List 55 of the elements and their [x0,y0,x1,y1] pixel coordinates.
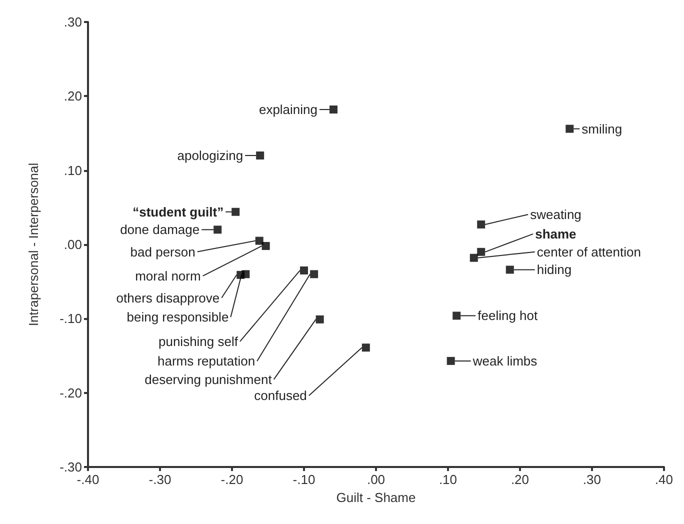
x-tick-label: .30 [582,472,602,487]
point [242,270,250,278]
point [316,315,324,324]
point [256,152,264,160]
point [300,266,308,274]
point [214,226,222,234]
annotation: weak limbs [472,353,538,368]
annotation: confused [254,388,307,404]
annotation: apologizing [177,148,244,163]
annotation: center of attention [536,244,641,260]
annotation: moral norm [135,268,201,284]
y-tick-label: .10 [64,162,82,178]
annotation: harms reputation [158,354,256,369]
x-tick-label: .20 [510,472,530,487]
x-tick-label: -.20 [220,472,244,487]
point [470,254,478,262]
x-tick-label: .40 [654,472,674,487]
point [330,106,338,114]
annotation: hiding [536,262,572,278]
point [446,356,455,365]
annotation: “student guilt” [132,204,224,220]
annotation: others disapprove [116,290,220,306]
annotation: sweating [530,206,582,222]
x-tick-label: -.40 [76,472,100,487]
y-axis-title: Intrapersonal - Interpersonal [26,162,41,326]
point [255,236,264,245]
y-tick-label: -.30 [60,460,82,474]
point [232,208,240,216]
annotation: feeling hot [478,308,538,324]
y-tick-label: .00 [64,237,82,252]
y-tick-label: -.10 [60,311,82,326]
annotation: shame [535,226,576,242]
annotation: smiling [582,121,622,136]
point [362,344,370,352]
point [452,312,461,320]
point [310,270,318,278]
annotation: punishing self [158,334,238,349]
x-tick-label: -.30 [148,472,172,487]
point [477,248,486,256]
point [477,220,486,228]
annotation: bad person [130,244,196,260]
annotation: done damage [120,222,200,238]
y-tick-label: -.20 [60,385,82,400]
x-axis-title: Guilt - Shame [336,490,416,505]
y-tick-label: .20 [64,88,82,104]
annotation: explaining [258,102,318,118]
annotation: being responsible [126,310,229,325]
point [566,124,574,133]
annotation: deserving punishment [144,372,272,387]
x-tick-label: .00 [366,472,386,487]
point [262,242,270,250]
x-tick-label: .10 [438,472,458,487]
x-tick-label: -.10 [292,472,316,487]
y-tick-label: .30 [64,14,82,30]
point [506,266,514,274]
